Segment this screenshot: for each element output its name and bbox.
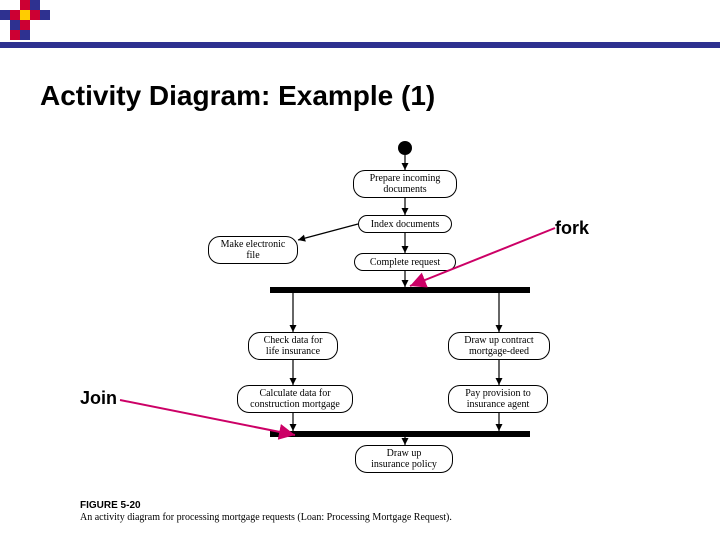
figure-label: FIGURE 5-20	[80, 500, 141, 511]
figure-caption: An activity diagram for processing mortg…	[80, 512, 452, 523]
annotation-arrows	[0, 0, 720, 540]
